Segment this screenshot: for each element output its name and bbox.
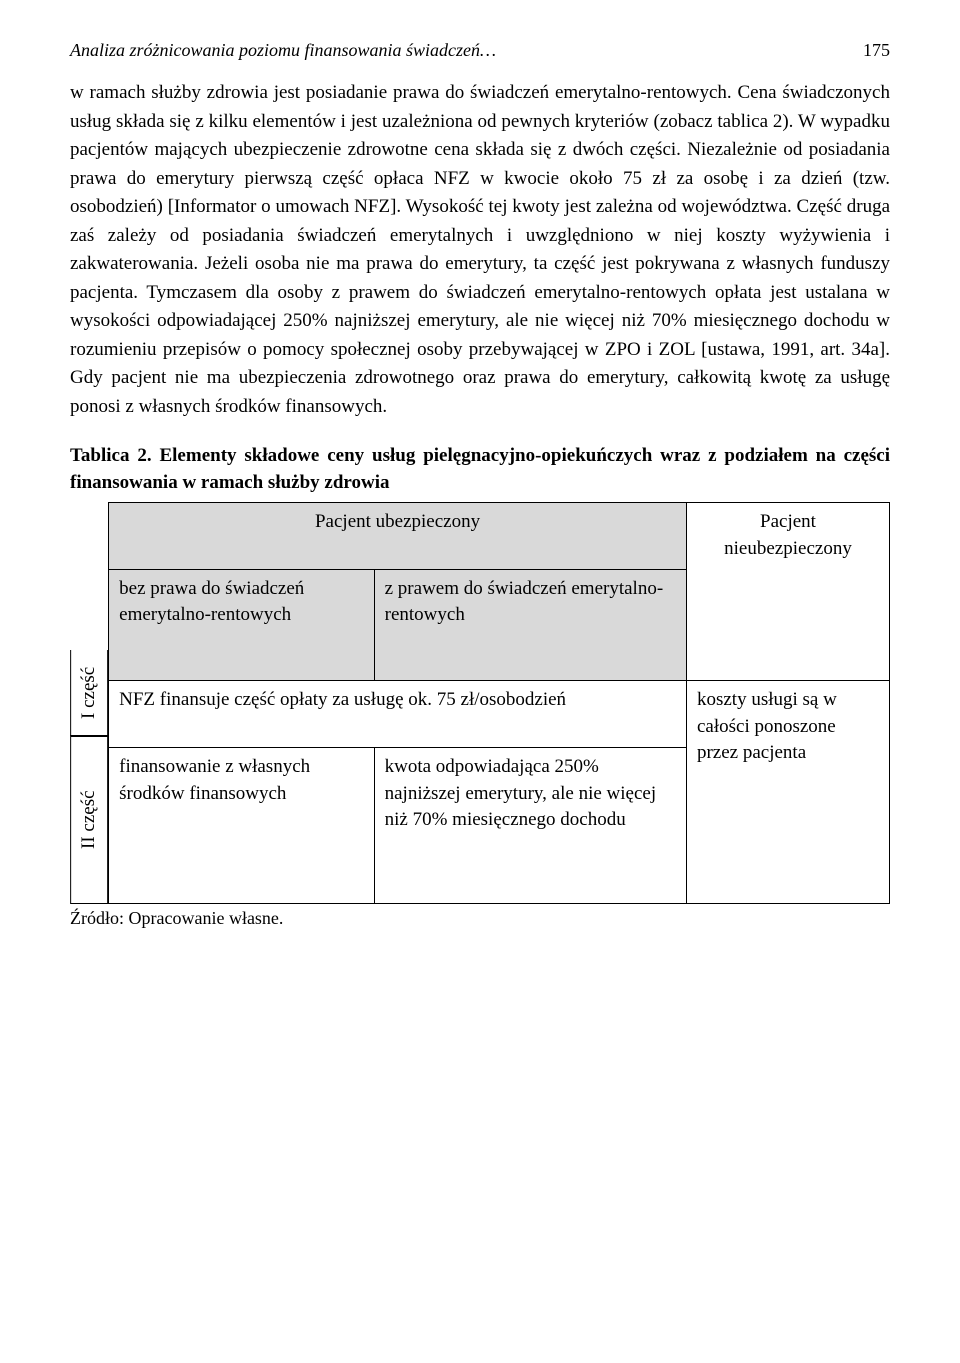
header-uninsured: Pacjent nieubezpieczony [686, 503, 889, 681]
table-container: I część II część Pacjent ubezpieczony Pa… [70, 502, 890, 904]
table-caption-label: Tablica 2. [70, 445, 152, 466]
row-label-part1: I część [70, 650, 108, 736]
table-caption-text: Elementy składowe ceny usług pielęgnacyj… [70, 445, 890, 493]
page-header: Analiza zróżnicowania poziomu finansowan… [70, 40, 890, 61]
body-paragraph: w ramach służby zdrowia jest posiadanie … [70, 79, 890, 421]
uninsured-cell: koszty usługi są w całości ponoszone prz… [686, 681, 889, 904]
header-insured: Pacjent ubezpieczony [109, 503, 687, 570]
subheader-no-pension: bez prawa do świadczeń emerytalno-rentow… [109, 569, 374, 680]
table-row: Pacjent ubezpieczony Pacjent nieubezpiec… [109, 503, 890, 570]
running-title: Analiza zróżnicowania poziomu finansowan… [70, 40, 496, 61]
row-label-spacer [70, 502, 108, 650]
part2-own-funds: finansowanie z własnych środków finansow… [109, 747, 374, 903]
part1-nfz: NFZ finansuje część opłaty za usługę ok.… [109, 681, 687, 748]
page-number: 175 [863, 40, 890, 61]
data-table: Pacjent ubezpieczony Pacjent nieubezpiec… [108, 502, 890, 904]
table-caption: Tablica 2. Elementy składowe ceny usług … [70, 443, 890, 496]
subheader-with-pension: z prawem do świadczeń emerytalno-rentowy… [374, 569, 686, 680]
table-row: NFZ finansuje część opłaty za usługę ok.… [109, 681, 890, 748]
row-label-part2: II część [70, 736, 108, 904]
part2-pension-cap: kwota odpowiadająca 250% najniższej emer… [374, 747, 686, 903]
row-group-labels: I część II część [70, 502, 108, 904]
table-source: Źródło: Opracowanie własne. [70, 908, 890, 929]
